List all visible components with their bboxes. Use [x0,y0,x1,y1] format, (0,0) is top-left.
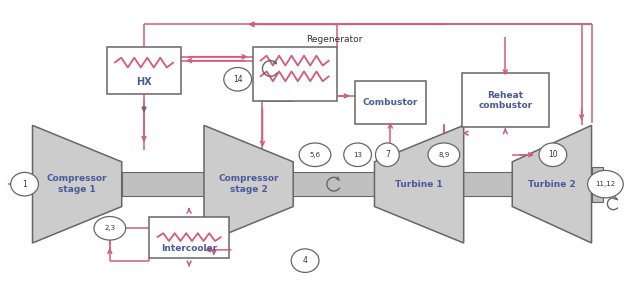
Bar [122,172,592,196]
Text: HX: HX [136,77,152,87]
Bar [253,47,337,101]
Ellipse shape [299,143,331,166]
Text: 14: 14 [233,75,243,84]
Ellipse shape [94,217,125,240]
Text: 5,6: 5,6 [309,152,321,158]
Ellipse shape [428,143,460,166]
Text: Compressor
stage 2: Compressor stage 2 [219,174,279,194]
Text: Regenerator: Regenerator [306,34,362,44]
Polygon shape [512,125,592,243]
Text: Intercooler: Intercooler [161,244,217,253]
Circle shape [18,174,37,194]
Text: 1: 1 [22,180,27,189]
Text: 10: 10 [548,150,558,159]
Polygon shape [33,125,122,243]
Ellipse shape [539,143,567,166]
Polygon shape [204,125,293,243]
Text: 7: 7 [385,150,390,159]
Text: 4: 4 [302,256,307,265]
Text: 8,9: 8,9 [438,152,449,158]
Polygon shape [374,125,464,243]
Text: 13: 13 [353,152,362,158]
Ellipse shape [375,143,399,166]
Ellipse shape [291,249,319,272]
Text: Turbine 2: Turbine 2 [528,180,576,189]
Text: Turbine 1: Turbine 1 [395,180,443,189]
Ellipse shape [344,143,372,166]
Ellipse shape [224,68,251,91]
Ellipse shape [588,170,623,198]
Bar [592,166,604,202]
Bar [462,73,549,127]
Text: Combustor: Combustor [363,98,418,107]
Text: 2,3: 2,3 [104,225,115,231]
Bar [107,47,181,94]
Text: Reheat
combustor: Reheat combustor [478,91,532,110]
Bar [355,81,426,124]
Bar [149,217,229,258]
Ellipse shape [11,172,38,196]
Text: Compressor
stage 1: Compressor stage 1 [47,174,107,194]
Text: 11,12: 11,12 [595,181,616,187]
